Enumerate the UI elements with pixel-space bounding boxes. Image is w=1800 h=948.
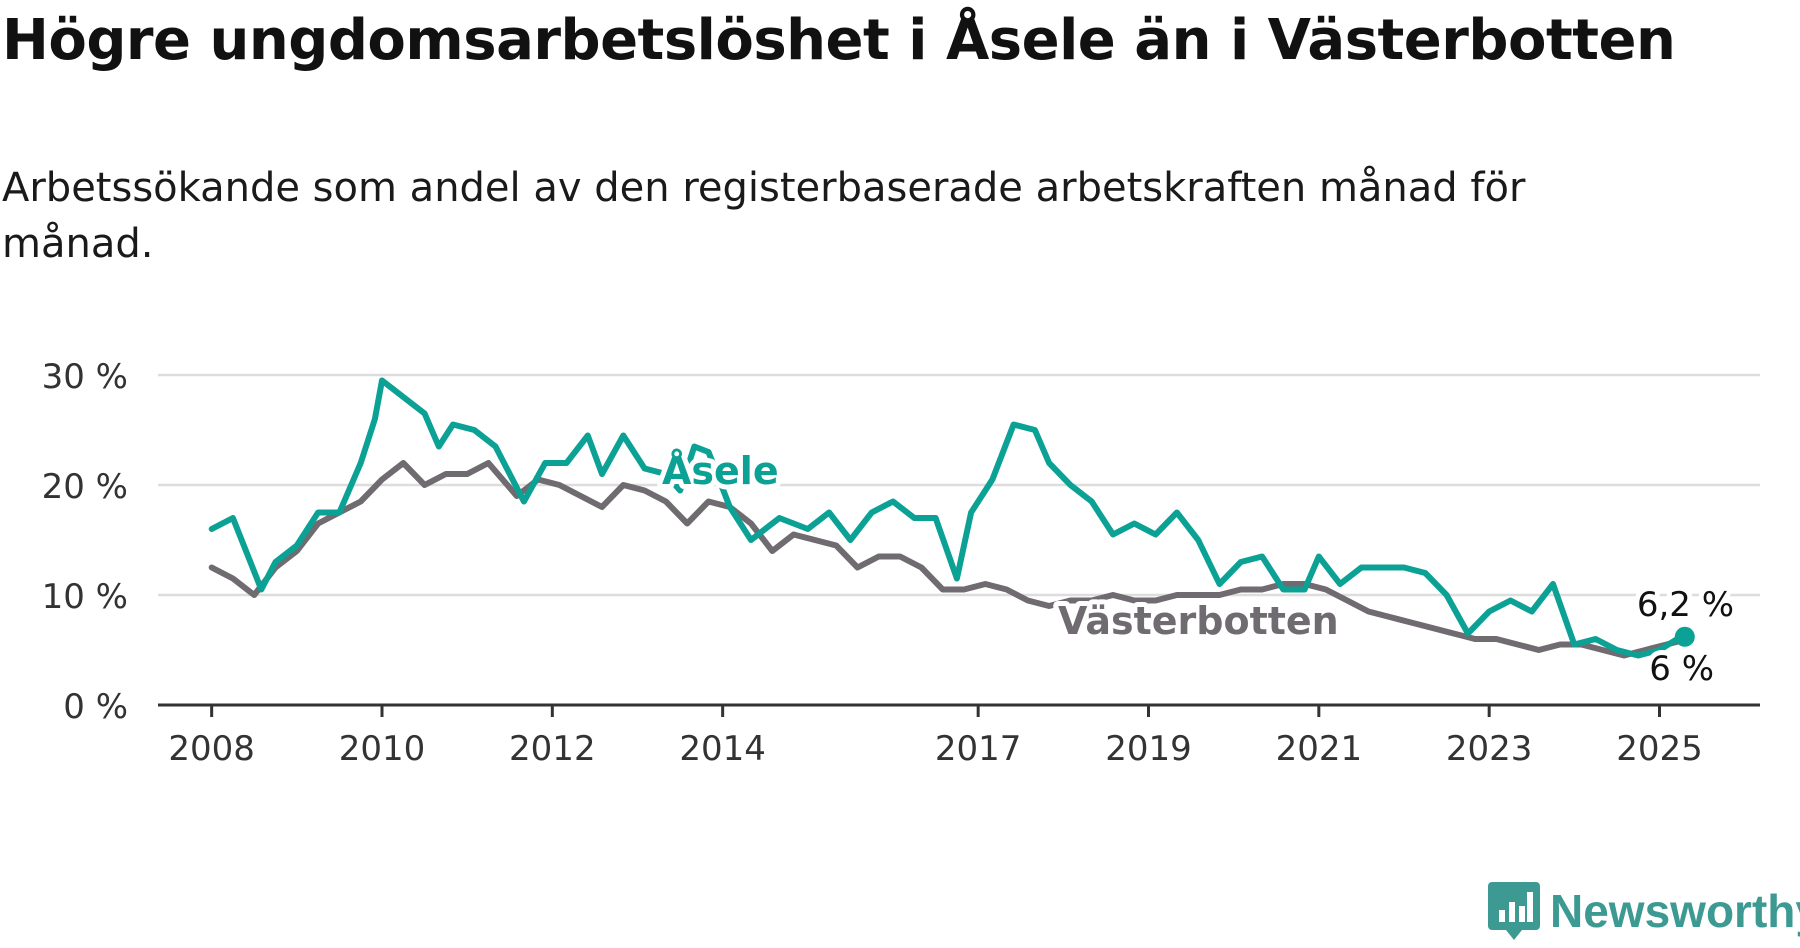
- asele-line: [208, 377, 1684, 659]
- y-tick-label: 20 %: [42, 467, 128, 507]
- chart-title: Högre ungdomsarbetslöshet i Åsele än i V…: [2, 8, 1676, 73]
- chart-subtitle: Arbetssökande som andel av den registerb…: [2, 165, 1526, 267]
- newsworthy-logo: Newsworthy: [1488, 880, 1800, 942]
- brand-name: Newsworthy: [1550, 885, 1800, 937]
- asele-end-value: 6,2 %: [1637, 585, 1734, 625]
- bar-chart-icon: [1488, 882, 1540, 940]
- vasterbotten-end-value: 6 %: [1649, 649, 1714, 689]
- x-tick-label: 2010: [339, 729, 426, 769]
- vasterbotten-line: [208, 460, 1691, 659]
- x-tick-label: 2025: [1616, 729, 1703, 769]
- y-tick-label: 0 %: [63, 687, 128, 727]
- x-tick-label: 2023: [1446, 729, 1533, 769]
- y-tick-label: 10 %: [42, 577, 128, 617]
- series-label-asele: Åsele: [662, 449, 779, 493]
- x-tick-label: 2021: [1276, 729, 1363, 769]
- line-chart: 0 % 10 % 20 % 30 % 2008 2010 2012 2014 2017 2019 2…: [42, 357, 1760, 769]
- x-tick-label: 2012: [509, 729, 596, 769]
- series-label-vasterbotten: Västerbotten: [1058, 599, 1339, 643]
- x-tick-label: 2008: [168, 729, 255, 769]
- x-tick-label: 2014: [679, 729, 766, 769]
- x-tick-label: 2017: [935, 729, 1022, 769]
- y-tick-label: 30 %: [42, 357, 128, 397]
- asele-end-point: [1674, 626, 1695, 647]
- x-tick-label: 2019: [1105, 729, 1192, 769]
